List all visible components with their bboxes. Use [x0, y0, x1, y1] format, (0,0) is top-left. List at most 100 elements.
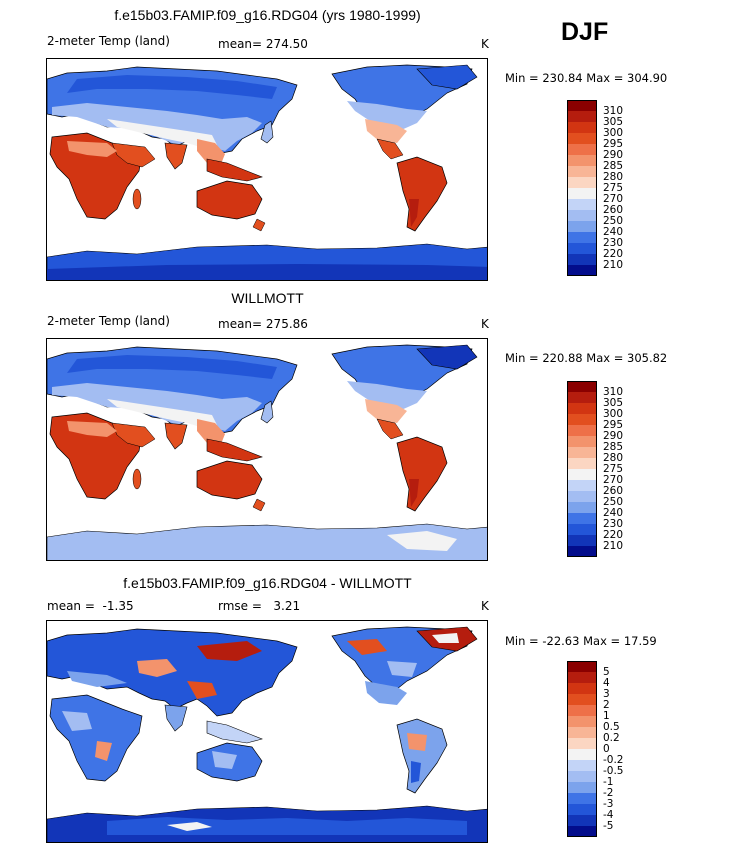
colorbar-tick-label: 295	[603, 419, 624, 431]
colorbar-swatch	[567, 133, 597, 144]
colorbar-tick-label: -0.5	[603, 765, 624, 777]
colorbar-tick-label: 0.5	[603, 721, 620, 733]
colorbar-swatch	[567, 727, 597, 738]
colorbar-swatch	[567, 826, 597, 837]
panel2-colorbar: 310 305 300 295 290 285 280 275 270 260 250 240 230 2…	[567, 381, 623, 557]
colorbar-tick-label: 210	[603, 540, 624, 552]
colorbar-swatch	[567, 480, 597, 491]
colorbar-tick-label: 230	[603, 237, 624, 249]
colorbar-swatch	[567, 414, 597, 425]
colorbar-swatch	[567, 425, 597, 436]
colorbar-tick-label: 275	[603, 182, 624, 194]
panel2-max-value: 305.82	[627, 351, 668, 365]
colorbar-tick-label: 250	[603, 215, 624, 227]
colorbar-tick-label: -3	[603, 798, 614, 810]
panel3-min-value: -22.63	[542, 634, 580, 648]
colorbar-swatch	[567, 111, 597, 122]
panel1-max-value: 304.90	[627, 71, 668, 85]
panel1-title: f.e15b03.FAMIP.f09_g16.RDG04 (yrs 1980-1…	[114, 7, 421, 23]
panel1-min-value: 230.84	[542, 71, 583, 85]
colorbar-swatch	[567, 782, 597, 793]
colorbar-swatch	[567, 166, 597, 177]
colorbar-swatch	[567, 749, 597, 760]
colorbar-tick-label: 5	[603, 666, 610, 678]
colorbar-swatch	[567, 155, 597, 166]
colorbar-swatch	[567, 447, 597, 458]
colorbar-swatch	[567, 738, 597, 749]
panel1-mean-label: mean= 274.50	[218, 37, 308, 51]
panel2-title: WILLMOTT	[231, 290, 304, 306]
colorbar-tick-label: 300	[603, 408, 624, 420]
colorbar-tick-label: 295	[603, 138, 624, 150]
colorbar-swatch	[567, 210, 597, 221]
colorbar-swatch	[567, 458, 597, 469]
colorbar-tick-label: 275	[603, 463, 624, 475]
colorbar-swatch	[567, 513, 597, 524]
panel2-min-max: Min = 220.88 Max = 305.82	[505, 351, 668, 365]
colorbar-swatch	[567, 804, 597, 815]
panel3-rmse-label: rmse = 3.21	[218, 599, 301, 613]
colorbar-swatch	[567, 661, 597, 672]
colorbar-tick-label: 220	[603, 248, 624, 260]
colorbar-tick-label: -4	[603, 809, 614, 821]
colorbar-swatch	[567, 188, 597, 199]
colorbar-tick-label: 305	[603, 116, 624, 128]
colorbar-swatch	[567, 265, 597, 276]
colorbar-swatch	[567, 535, 597, 546]
colorbar-tick-label: 305	[603, 397, 624, 409]
panel3-colorbar: 5 4 3 2 1 0.5 0.2 0 -0.2 -0.5 -1 -2 -3 -4 -5	[567, 661, 624, 837]
colorbar-tick-label: 285	[603, 160, 624, 172]
colorbar-tick-label: 270	[603, 474, 624, 486]
colorbar-tick-label: 220	[603, 529, 624, 541]
colorbar-tick-label: 290	[603, 430, 624, 442]
panel3-max-value: 17.59	[623, 634, 657, 648]
colorbar-swatch	[567, 716, 597, 727]
panel3-mean-label: mean = -1.35	[47, 599, 134, 613]
colorbar-tick-label: 260	[603, 204, 624, 216]
colorbar-swatch	[567, 793, 597, 804]
colorbar-swatch	[567, 760, 597, 771]
colorbar-tick-label: -0.2	[603, 754, 624, 766]
colorbar-swatch	[567, 771, 597, 782]
colorbar-tick-label: 2	[603, 699, 610, 711]
colorbar-tick-label: 0	[603, 743, 610, 755]
colorbar-swatch	[567, 705, 597, 716]
colorbar-swatch	[567, 100, 597, 111]
panel1-mean-value: 274.50	[265, 37, 308, 51]
panel3-units: K	[481, 599, 489, 613]
panel2-mean-value: 275.86	[265, 317, 308, 331]
colorbar-tick-label: 290	[603, 149, 624, 161]
colorbar-tick-label: 1	[603, 710, 610, 722]
colorbar-tick-label: 285	[603, 441, 624, 453]
panel1-map-svg	[47, 64, 487, 280]
colorbar-swatch	[567, 546, 597, 557]
colorbar-swatch	[567, 232, 597, 243]
colorbar-tick-label: 310	[603, 386, 624, 398]
panel3-rmse-value: 3.21	[273, 599, 301, 613]
colorbar-swatch	[567, 403, 597, 414]
panel3-map	[46, 620, 488, 843]
panel1-units: K	[481, 37, 489, 51]
colorbar-tick-label: 310	[603, 105, 624, 117]
colorbar-tick-label: 210	[603, 259, 624, 271]
panel3-map-svg	[47, 626, 487, 842]
colorbar-tick-label: 280	[603, 452, 624, 464]
colorbar-tick-label: 230	[603, 518, 624, 530]
colorbar-swatch	[567, 254, 597, 265]
colorbar-tick-label: -5	[603, 820, 614, 832]
colorbar-swatch	[567, 436, 597, 447]
colorbar-tick-label: 250	[603, 496, 624, 508]
colorbar-tick-label: 300	[603, 127, 624, 139]
colorbar-tick-label: 240	[603, 507, 624, 519]
colorbar-swatch	[567, 683, 597, 694]
colorbar-swatch	[567, 243, 597, 254]
panel1-map	[46, 58, 488, 281]
colorbar-swatch	[567, 502, 597, 513]
panel3-min-max: Min = -22.63 Max = 17.59	[505, 634, 657, 648]
colorbar-swatch	[567, 199, 597, 210]
colorbar-swatch	[567, 491, 597, 502]
panel2-variable-label: 2-meter Temp (land)	[47, 314, 170, 328]
colorbar-tick-label: -2	[603, 787, 614, 799]
colorbar-swatch	[567, 122, 597, 133]
colorbar-tick-label: 280	[603, 171, 624, 183]
